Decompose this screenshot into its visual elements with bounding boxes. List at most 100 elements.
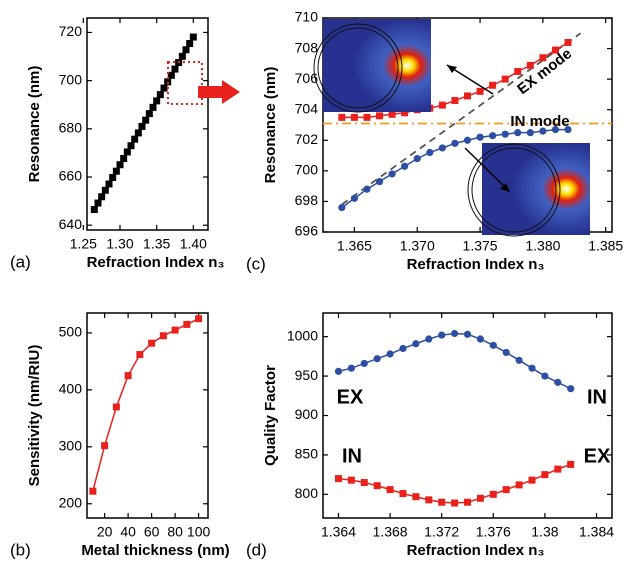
marker bbox=[451, 97, 459, 105]
y-tick-label: 704 bbox=[295, 100, 319, 116]
x-tick-label: 1.35 bbox=[143, 236, 170, 252]
marker bbox=[363, 113, 371, 121]
x-tick-label: 80 bbox=[167, 524, 183, 540]
y-tick-label: 900 bbox=[295, 406, 319, 422]
y-tick-label: 680 bbox=[59, 120, 83, 136]
marker bbox=[554, 378, 562, 386]
annotation: IN bbox=[342, 445, 362, 467]
marker bbox=[338, 113, 346, 121]
x-tick-label: 1.25 bbox=[70, 236, 97, 252]
series-line bbox=[338, 332, 572, 390]
y-tick-label: 660 bbox=[59, 168, 83, 184]
marker bbox=[554, 465, 562, 473]
panel-label: (b) bbox=[10, 540, 31, 559]
marker bbox=[136, 351, 144, 359]
marker bbox=[401, 109, 409, 117]
marker bbox=[105, 180, 113, 188]
y-tick-label: 706 bbox=[295, 70, 319, 86]
ring bbox=[471, 147, 557, 233]
y-tick-label: 200 bbox=[59, 494, 83, 510]
plot-frame bbox=[322, 17, 613, 233]
marker bbox=[412, 493, 420, 501]
x-tick-label: 100 bbox=[187, 524, 211, 540]
marker bbox=[145, 110, 153, 118]
ring bbox=[467, 143, 561, 237]
marker bbox=[123, 148, 131, 156]
field-inset bbox=[323, 19, 431, 112]
series-line bbox=[92, 318, 199, 492]
marker bbox=[89, 487, 97, 495]
marker bbox=[109, 173, 117, 181]
x-axis-label: Refraction Index n₃ bbox=[87, 254, 225, 271]
marker bbox=[94, 199, 102, 207]
zoom-box bbox=[167, 61, 203, 105]
ring bbox=[313, 23, 403, 113]
marker bbox=[564, 38, 572, 46]
marker bbox=[515, 481, 523, 489]
y-tick-label: 800 bbox=[295, 485, 319, 501]
y-tick-label: 640 bbox=[59, 216, 83, 232]
marker bbox=[347, 476, 355, 484]
marker bbox=[489, 81, 497, 89]
plot-frame bbox=[322, 312, 613, 519]
arrow-head bbox=[447, 65, 457, 73]
y-axis-label: Sensitivity (nm/RIU) bbox=[26, 345, 43, 487]
plot-frame bbox=[86, 17, 209, 231]
marker bbox=[116, 161, 124, 169]
marker bbox=[567, 460, 575, 468]
marker bbox=[399, 344, 407, 353]
marker bbox=[501, 75, 509, 83]
marker bbox=[373, 355, 381, 363]
marker bbox=[186, 40, 194, 48]
y-tick-label: 300 bbox=[59, 438, 83, 454]
marker bbox=[489, 341, 497, 349]
marker bbox=[526, 61, 534, 69]
marker bbox=[476, 133, 484, 141]
x-axis-label: Metal thickness (nm) bbox=[81, 542, 229, 559]
marker bbox=[464, 92, 471, 100]
marker bbox=[138, 122, 146, 130]
marker bbox=[464, 498, 471, 506]
marker bbox=[502, 348, 510, 357]
marker bbox=[514, 129, 522, 137]
marker bbox=[101, 442, 109, 450]
x-tick-label: 1.375 bbox=[463, 238, 498, 254]
marker bbox=[183, 320, 191, 328]
y-tick-label: 1000 bbox=[287, 327, 318, 343]
y-tick-label: 950 bbox=[295, 367, 319, 383]
marker bbox=[134, 129, 142, 137]
marker bbox=[360, 359, 368, 368]
annotation: EX mode bbox=[514, 45, 575, 98]
marker bbox=[350, 194, 359, 202]
marker bbox=[413, 155, 421, 163]
x-tick-label: 1.368 bbox=[373, 524, 408, 540]
marker bbox=[564, 125, 572, 134]
marker bbox=[182, 46, 190, 54]
annotation: EX bbox=[337, 386, 364, 408]
x-tick-label: 1.365 bbox=[337, 238, 372, 254]
panel-label: (d) bbox=[246, 540, 267, 559]
marker bbox=[528, 476, 536, 484]
x-tick-label: 1.30 bbox=[106, 236, 133, 252]
marker bbox=[463, 136, 472, 144]
annotation: IN bbox=[587, 386, 607, 408]
y-tick-label: 400 bbox=[59, 381, 83, 397]
marker bbox=[426, 148, 434, 157]
marker bbox=[142, 116, 150, 124]
y-tick-label: 700 bbox=[59, 71, 83, 87]
marker bbox=[127, 142, 135, 150]
x-tick-label: 60 bbox=[144, 524, 160, 540]
y-tick-label: 500 bbox=[59, 324, 83, 340]
marker bbox=[412, 340, 420, 348]
marker bbox=[425, 496, 433, 504]
marker bbox=[156, 91, 164, 99]
marker bbox=[338, 203, 346, 212]
marker bbox=[438, 498, 446, 506]
marker bbox=[567, 385, 575, 393]
marker bbox=[476, 494, 484, 502]
marker bbox=[451, 139, 459, 147]
x-tick-label: 40 bbox=[120, 524, 136, 540]
marker bbox=[401, 162, 409, 170]
marker bbox=[171, 65, 179, 73]
